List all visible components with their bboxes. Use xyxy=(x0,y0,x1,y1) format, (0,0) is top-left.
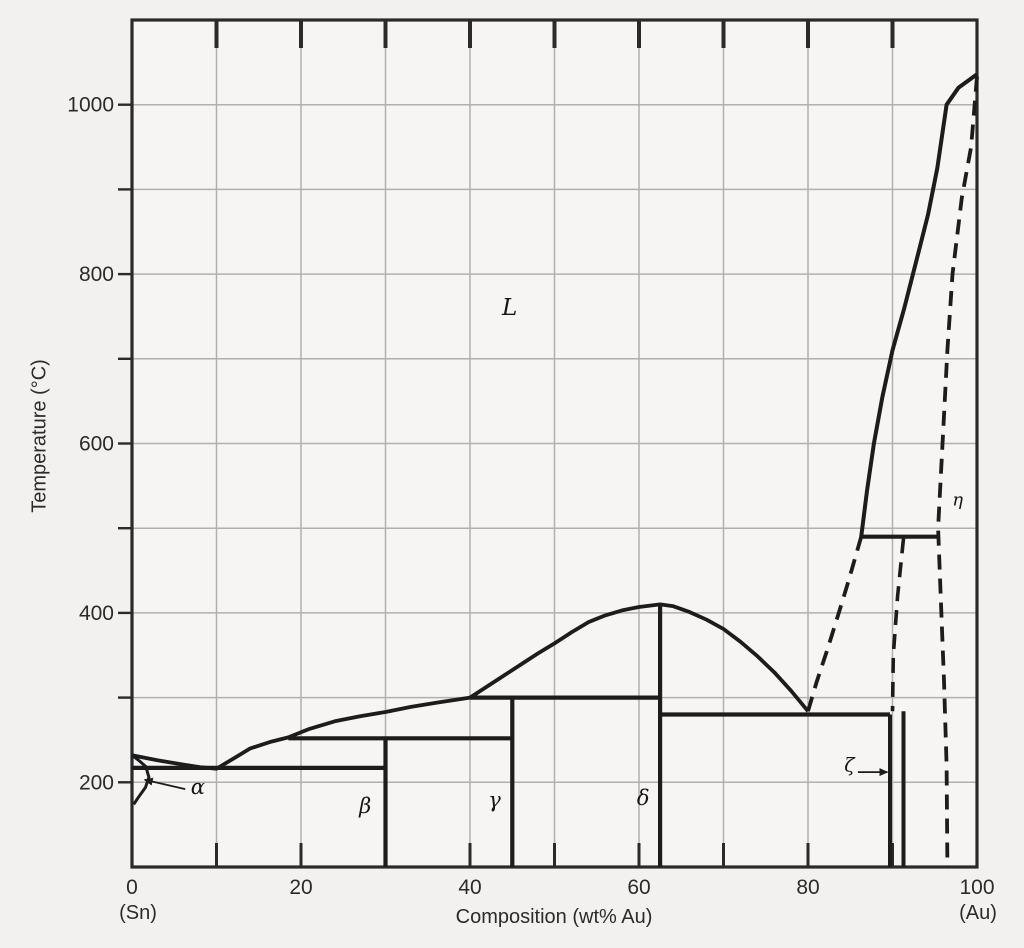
liquidus-central-dome-curve xyxy=(468,602,810,713)
phase-boundaries-layer xyxy=(131,72,979,868)
x-axis-left-endpoint-label: (Sn) xyxy=(119,902,157,924)
y-tick-label-600: 600 xyxy=(79,433,114,456)
phase-label-η: η xyxy=(952,489,963,510)
phase-label-ζ: ζ xyxy=(844,754,856,776)
x-tick-label-60: 60 xyxy=(627,876,650,899)
phase-label-L: L xyxy=(501,295,517,321)
x-tick-label-80: 80 xyxy=(796,876,819,899)
phase-label-γ: γ xyxy=(488,788,501,812)
x-tick-label-0: 0 xyxy=(126,876,138,899)
x-tick-label-40: 40 xyxy=(458,876,481,899)
liquidus-sn-side-curve xyxy=(131,695,471,771)
y-tick-label-200: 200 xyxy=(79,771,114,794)
y-tick-label-800: 800 xyxy=(79,263,114,286)
liquidus-au-side-steep-curve xyxy=(859,72,979,537)
grid-layer xyxy=(132,20,977,867)
annotations-layer: Lα β γ δ ζ η xyxy=(143,295,963,818)
axis-text-layer: 0 20 40 60 80 100 200 400 600 800 1000 xyxy=(67,94,994,899)
plot-frame xyxy=(130,18,979,869)
y-tick-label-400: 400 xyxy=(79,602,114,625)
axes-frame-layer xyxy=(130,18,979,869)
alpha-solvus-curve xyxy=(132,768,151,806)
phase-label-α: α xyxy=(191,775,205,799)
y-tick-label-1000: 1000 xyxy=(67,94,114,117)
zeta-upper-boundary-dashed-curve xyxy=(890,538,906,712)
phase-label-arrow-α xyxy=(143,777,186,790)
y-axis-title: Temperature (°C) xyxy=(28,359,51,513)
x-tick-label-100: 100 xyxy=(959,876,994,899)
liquidus-dashed-80-to-86-curve xyxy=(806,536,864,712)
eta-boundary-dashed-curve xyxy=(936,76,979,868)
phase-label-δ: δ xyxy=(637,786,650,810)
x-axis-right-endpoint-label: (Au) xyxy=(959,902,997,924)
x-tick-label-20: 20 xyxy=(289,876,312,899)
alpha-solidus-curve xyxy=(131,754,148,769)
phase-label-β: β xyxy=(358,794,371,818)
ticks-layer xyxy=(118,20,895,867)
x-axis-title: Composition (wt% Au) xyxy=(455,906,653,928)
